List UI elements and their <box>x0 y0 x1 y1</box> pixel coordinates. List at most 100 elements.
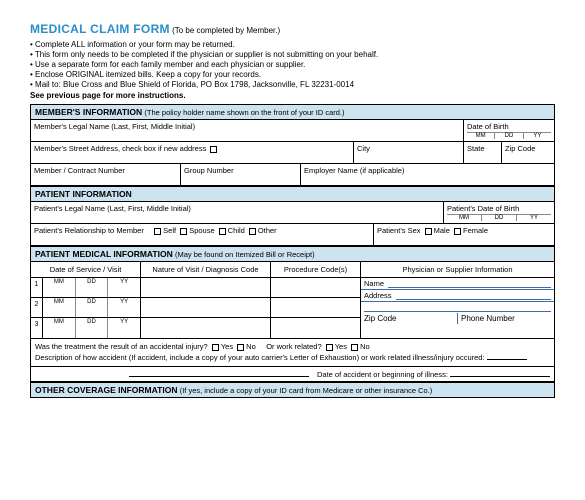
label: Employer Name (if applicable) <box>304 166 404 175</box>
nature-cell[interactable] <box>141 298 271 317</box>
section-note: (May be found on Itemized Bill or Receip… <box>175 250 315 259</box>
row-num: 3 <box>31 318 43 338</box>
date-ill-value[interactable] <box>450 369 550 377</box>
nature-cell[interactable] <box>141 278 271 297</box>
spouse-checkbox[interactable] <box>180 228 187 235</box>
label: Patient's Date of Birth <box>447 204 551 213</box>
no: No <box>246 342 256 351</box>
section-note: (If yes, include a copy of your ID card … <box>180 386 433 395</box>
label: Date of Birth <box>467 122 551 131</box>
accident-yes-checkbox[interactable] <box>212 344 219 351</box>
yy: YY <box>108 318 140 338</box>
desc-label: Description of how accident (If accident… <box>35 353 485 362</box>
no: No <box>360 342 370 351</box>
phys-address-line-2[interactable] <box>361 302 554 313</box>
page: MEDICAL CLAIM FORM (To be completed by M… <box>0 0 585 420</box>
service-body: 1 MM DD YY 2 MM DD YY <box>31 278 554 339</box>
label: Member's Legal Name (Last, First, Middle… <box>34 122 195 131</box>
col-phys: Physician or Supplier Information <box>361 262 554 277</box>
male-checkbox[interactable] <box>425 228 432 235</box>
date-cell[interactable]: MM DD YY <box>43 318 141 338</box>
work-no-checkbox[interactable] <box>351 344 358 351</box>
bullet-item: Complete ALL information or your form ma… <box>30 40 555 49</box>
label: State <box>467 144 485 153</box>
instruction-bullets: Complete ALL information or your form ma… <box>30 40 555 89</box>
member-dob-field[interactable]: Date of Birth MM DD YY <box>464 120 554 141</box>
phys-name-line[interactable]: Name <box>361 278 554 290</box>
work-q: Or work related? <box>266 342 321 351</box>
bullet-item: Mail to: Blue Cross and Blue Shield of F… <box>30 80 555 89</box>
self-checkbox[interactable] <box>154 228 161 235</box>
service-row-2[interactable]: 2 MM DD YY <box>31 298 361 318</box>
member-row-1: Member's Legal Name (Last, First, Middle… <box>31 120 554 142</box>
opt: Female <box>463 226 488 235</box>
yy: YY <box>108 278 140 297</box>
opt: Self <box>163 226 176 235</box>
desc-fill[interactable] <box>487 352 527 360</box>
section-title: MEMBER'S INFORMATION <box>35 107 142 117</box>
form-subtitle: (To be completed by Member.) <box>172 26 280 35</box>
service-row-3[interactable]: 3 MM DD YY <box>31 318 361 338</box>
dd: DD <box>76 278 109 297</box>
section-title: PATIENT MEDICAL INFORMATION <box>35 249 173 259</box>
label: Patient's Relationship to Member <box>34 226 144 235</box>
dd: DD <box>76 318 109 338</box>
phys-address-line[interactable]: Address <box>361 290 554 302</box>
female-checkbox[interactable] <box>454 228 461 235</box>
mm: MM <box>43 298 76 317</box>
patient-row-1: Patient's Legal Name (Last, First, Middl… <box>31 202 554 224</box>
label: Address <box>364 291 392 300</box>
accident-no-checkbox[interactable] <box>237 344 244 351</box>
dd: DD <box>76 298 109 317</box>
section-title: PATIENT INFORMATION <box>35 189 132 199</box>
member-group-field[interactable]: Group Number <box>181 164 301 185</box>
label: Patient's Legal Name (Last, First, Middl… <box>34 204 191 213</box>
phys-phone[interactable]: Phone Number <box>458 313 554 324</box>
member-street-field[interactable]: Member's Street Address, check box if ne… <box>31 142 354 163</box>
date-ill-fill[interactable] <box>129 369 309 377</box>
bullet-item: This form only needs to be completed if … <box>30 50 555 59</box>
patient-legal-name-field[interactable]: Patient's Legal Name (Last, First, Middl… <box>31 202 444 223</box>
date-cell[interactable]: MM DD YY <box>43 278 141 297</box>
member-state-field[interactable]: State <box>464 142 502 163</box>
member-zip-field[interactable]: Zip Code <box>502 142 554 163</box>
date-illness-row: Date of accident or beginning of illness… <box>31 367 554 382</box>
bullet-item: Use a separate form for each family memb… <box>30 60 555 69</box>
section-header-member: MEMBER'S INFORMATION (The policy holder … <box>31 105 554 120</box>
dob-yy: YY <box>524 133 551 139</box>
label: Zip Code <box>364 314 396 323</box>
other-checkbox[interactable] <box>249 228 256 235</box>
section-note: (The policy holder name shown on the fro… <box>144 108 344 117</box>
mm: MM <box>43 318 76 338</box>
title-line: MEDICAL CLAIM FORM (To be completed by M… <box>30 22 555 36</box>
row-num: 2 <box>31 298 43 317</box>
service-row-1[interactable]: 1 MM DD YY <box>31 278 361 298</box>
child-checkbox[interactable] <box>219 228 226 235</box>
dob-yy: YY <box>517 215 551 221</box>
work-yes-checkbox[interactable] <box>326 344 333 351</box>
member-row-3: Member / Contract Number Group Number Em… <box>31 164 554 186</box>
label: City <box>357 144 370 153</box>
phys-zip[interactable]: Zip Code <box>361 313 458 324</box>
opt: Other <box>258 226 277 235</box>
see-previous: See previous page for more instructions. <box>30 91 555 100</box>
yes: Yes <box>335 342 347 351</box>
nature-cell[interactable] <box>141 318 271 338</box>
form-title: MEDICAL CLAIM FORM <box>30 22 170 36</box>
proc-cell[interactable] <box>271 278 361 297</box>
proc-cell[interactable] <box>271 318 361 338</box>
accident-question-row: Was the treatment the result of an accid… <box>31 339 554 367</box>
date-cell[interactable]: MM DD YY <box>43 298 141 317</box>
row-num: 1 <box>31 278 43 297</box>
patient-sex-field: Patient's Sex Male Female <box>374 224 554 245</box>
new-address-checkbox[interactable] <box>210 146 217 153</box>
patient-dob-field[interactable]: Patient's Date of Birth MM DD YY <box>444 202 554 223</box>
member-employer-field[interactable]: Employer Name (if applicable) <box>301 164 554 185</box>
date-ill-label: Date of accident or beginning of illness… <box>317 370 448 379</box>
dob-dd: DD <box>495 133 523 139</box>
member-city-field[interactable]: City <box>354 142 464 163</box>
label: Name <box>364 279 384 288</box>
member-contract-field[interactable]: Member / Contract Number <box>31 164 181 185</box>
proc-cell[interactable] <box>271 298 361 317</box>
member-legal-name-field[interactable]: Member's Legal Name (Last, First, Middle… <box>31 120 464 141</box>
